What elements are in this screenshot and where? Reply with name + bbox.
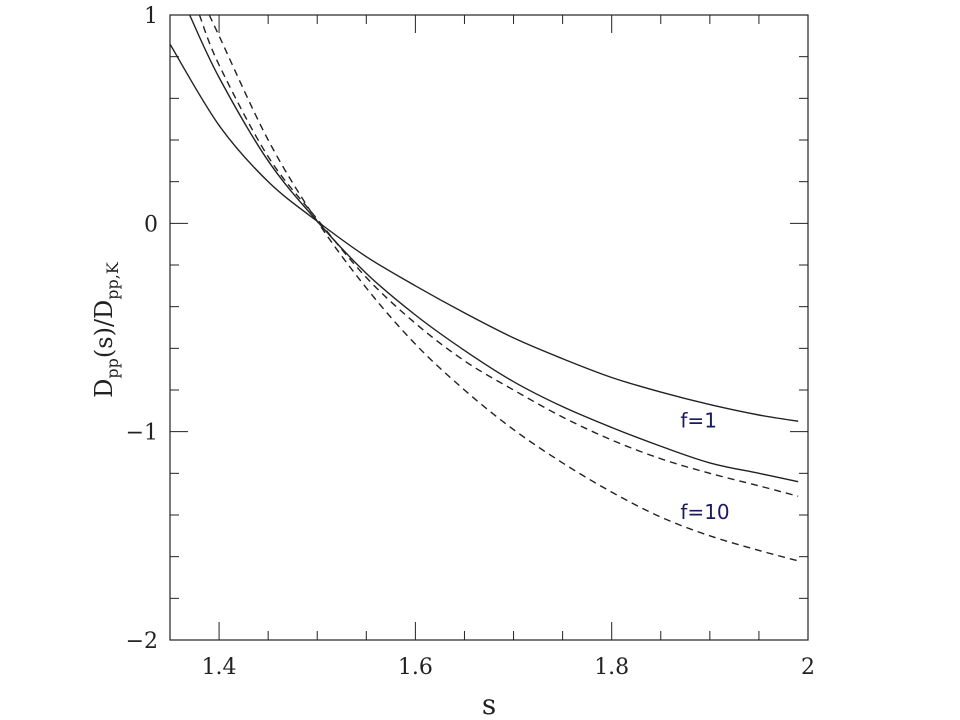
y-axis-label-mid: (s)/D [90,300,118,358]
axis-ticks [169,14,809,641]
y-axis-label-main: D [90,379,118,398]
y-tick-label: −2 [126,629,158,654]
plot-frame [169,14,809,641]
x-tick-label: 1.8 [594,655,629,680]
series-lines [170,15,799,562]
x-axis-label: s [482,688,496,720]
axis-tick-labels: 1.4 1.6 1.8 2 −2 −1 0 1 [126,4,815,680]
series-line-1 [170,43,799,422]
series-line-4 [208,15,799,562]
x-tick-label: 1.4 [202,655,237,680]
series-line-3 [198,15,799,497]
y-tick-label: 1 [144,4,158,29]
y-axis-label: Dpp(s)/Dpp,K [90,261,122,398]
x-tick-label: 2 [801,655,815,680]
y-tick-label: −1 [126,421,158,446]
y-axis-label-sub2: pp,K [103,261,122,300]
y-tick-label: 0 [144,212,158,237]
series-line-2 [188,15,799,483]
y-axis-label-sub1: pp [103,358,122,378]
annotation-label: f=1 [680,409,717,433]
annotations: f=1 f=10 [680,409,729,525]
x-tick-label: 1.6 [398,655,433,680]
annotation-label: f=10 [680,500,729,524]
